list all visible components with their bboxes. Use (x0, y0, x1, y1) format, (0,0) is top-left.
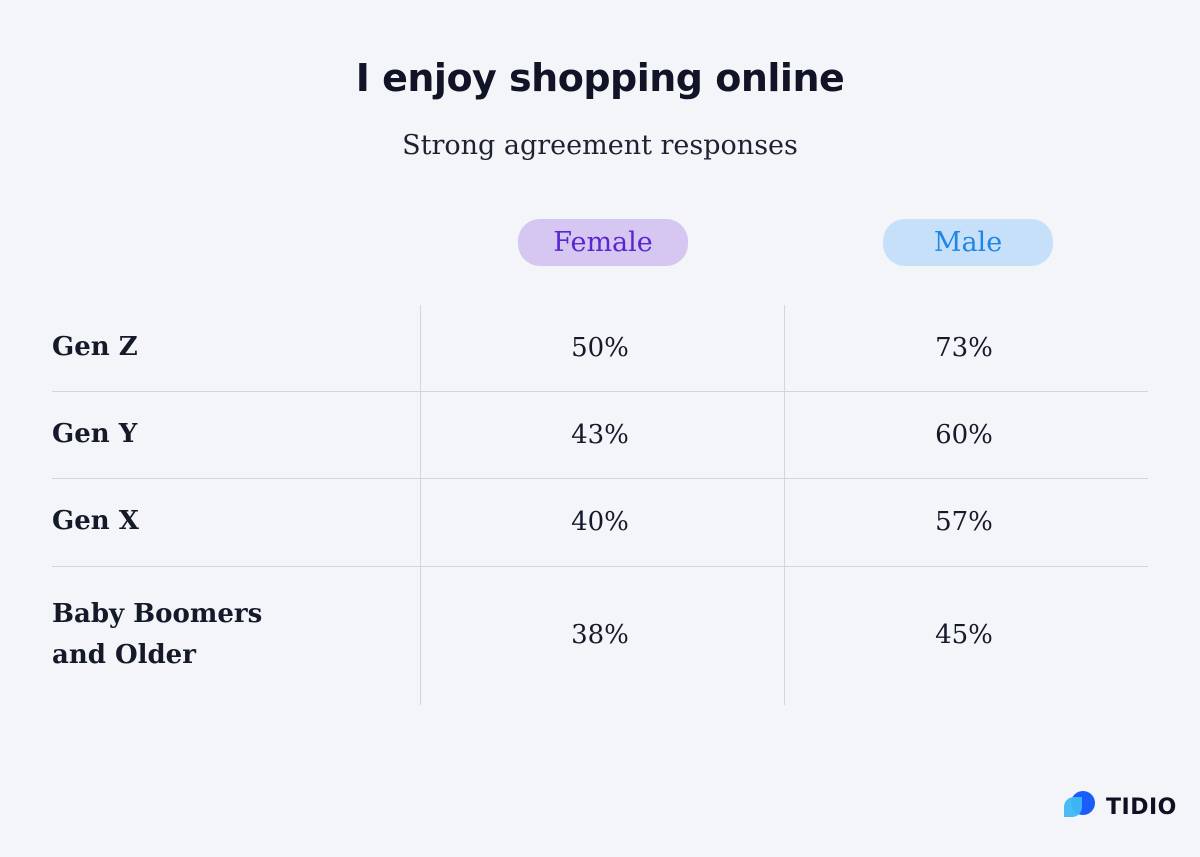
row-label-baby-boomers: Baby Boomers and Older (52, 599, 263, 670)
row-divider (52, 478, 1148, 479)
cell-gen-z-male: 73% (935, 333, 993, 363)
row-divider (52, 391, 1148, 392)
column-header-female: Female (518, 219, 688, 266)
row-divider (52, 566, 1148, 567)
cell-baby-boomers-female: 38% (571, 620, 629, 650)
cell-gen-y-female: 43% (571, 420, 629, 450)
cell-gen-z-female: 50% (571, 333, 629, 363)
tidio-logo: TIDIO (1062, 790, 1177, 824)
cell-gen-y-male: 60% (935, 420, 993, 450)
column-header-male: Male (883, 219, 1053, 266)
column-divider (784, 305, 785, 705)
column-divider (420, 305, 421, 705)
cell-gen-x-male: 57% (935, 507, 993, 537)
row-label-gen-x: Gen X (52, 506, 139, 536)
row-label-gen-z: Gen Z (52, 332, 138, 362)
chart-subtitle: Strong agreement responses (402, 130, 798, 161)
chart-title: I enjoy shopping online (355, 56, 845, 100)
cell-gen-x-female: 40% (571, 507, 629, 537)
row-label-gen-y: Gen Y (52, 419, 138, 449)
tidio-logo-text: TIDIO (1106, 794, 1177, 820)
cell-baby-boomers-male: 45% (935, 620, 993, 650)
tidio-chat-bubble-icon (1064, 791, 1095, 817)
